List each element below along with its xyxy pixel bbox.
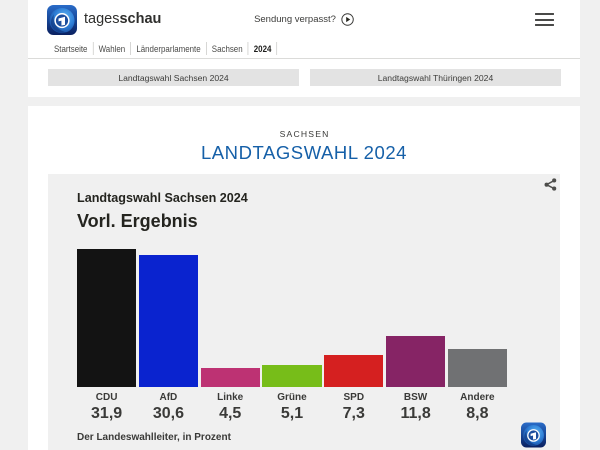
header-divider	[28, 58, 580, 59]
bar-column-Grüne	[262, 365, 322, 387]
breadcrumb-sachsen[interactable]: Sachsen	[211, 43, 243, 54]
bars-row	[77, 240, 507, 387]
bar-label-column-CDU: CDU 31,9	[77, 387, 136, 423]
bar-column-Andere	[447, 349, 507, 387]
breadcrumb-separator	[205, 42, 207, 55]
bar-label-column-Linke: Linke 4,5	[201, 387, 260, 423]
bar-Linke	[200, 367, 260, 387]
bar-name-Andere: Andere	[460, 392, 495, 403]
bar-value-SPD: 7,3	[342, 405, 365, 422]
button-landtagswahl-thueringen[interactable]: Landtagswahl Thüringen 2024	[310, 69, 561, 86]
sendung-verpasst-link[interactable]: Sendung verpasst?	[254, 13, 354, 26]
bar-value-AfD: 30,6	[152, 405, 184, 422]
election-buttons: Landtagswahl Sachsen 2024 Landtagswahl T…	[48, 69, 561, 86]
bar-label-column-Andere: Andere 8,8	[448, 387, 507, 423]
brand-regular: tages	[84, 11, 120, 27]
bar-value-BSW: 11,8	[400, 405, 431, 422]
sendung-verpasst-label: Sendung verpasst?	[254, 13, 336, 25]
page-title: LANDTAGSWAHL 2024	[200, 142, 408, 163]
bar-column-SPD	[324, 355, 384, 387]
main-content-card: SACHSEN LANDTAGSWAHL 2024 Landtagswahl S…	[28, 106, 580, 450]
share-icon[interactable]	[544, 178, 557, 191]
ard-badge-icon	[521, 422, 546, 448]
bar-label-column-SPD: SPD 7,3	[324, 387, 383, 423]
chart-card: Landtagswahl Sachsen 2024 Vorl. Ergebnis…	[48, 174, 560, 450]
labels-row: CDU 31,9 AfD 30,6 Linke 4,5 Grüne 5,1 SPD 7,3 BSW 1…	[77, 387, 507, 423]
bar-value-Linke: 4,5	[219, 405, 242, 422]
bar-name-SPD: SPD	[343, 392, 365, 403]
bar-SPD	[324, 355, 384, 387]
chart-source-note: Der Landeswahlleiter, in Prozent	[77, 431, 231, 443]
chart-subtitle: Vorl. Ergebnis	[77, 210, 198, 231]
brand-bold: schau	[119, 11, 162, 27]
site-header: tagesschau Sendung verpasst? Startseite …	[28, 0, 580, 97]
bar-AfD	[138, 254, 198, 387]
bar-name-Linke: Linke	[217, 392, 244, 403]
bar-name-BSW: BSW	[403, 392, 428, 403]
bar-column-CDU	[77, 249, 137, 387]
bar-value-CDU: 31,9	[91, 405, 123, 422]
play-icon	[341, 13, 354, 26]
bar-name-CDU: CDU	[95, 392, 118, 403]
bar-BSW	[385, 336, 446, 387]
menu-icon[interactable]	[535, 13, 554, 26]
bar-column-Linke	[200, 367, 260, 387]
breadcrumb-wahlen[interactable]: Wahlen	[98, 43, 126, 54]
bar-label-column-AfD: AfD 30,6	[139, 387, 198, 423]
bar-label-column-Grüne: Grüne 5,1	[262, 387, 321, 423]
breadcrumb-separator	[276, 42, 278, 55]
breadcrumb: Startseite Wahlen Länderparlamente Sachs…	[54, 39, 527, 58]
ard-logo-icon[interactable]	[47, 5, 77, 35]
breadcrumb-separator	[247, 42, 249, 55]
kicker-sachsen: SACHSEN	[279, 129, 330, 139]
chart-title: Landtagswahl Sachsen 2024	[77, 191, 248, 205]
bar-label-column-BSW: BSW 11,8	[386, 387, 445, 423]
breadcrumb-laenderparlamente[interactable]: Länderparlamente	[136, 43, 201, 54]
breadcrumb-2024[interactable]: 2024	[253, 43, 272, 54]
brand-row: tagesschau Sendung verpasst?	[28, 0, 580, 39]
bar-value-Grüne: 5,1	[280, 405, 304, 422]
breadcrumb-separator	[92, 42, 94, 55]
bar-column-BSW	[385, 336, 446, 387]
bar-name-AfD: AfD	[159, 392, 178, 403]
bar-Grüne	[262, 365, 322, 387]
breadcrumb-separator	[130, 42, 132, 55]
bar-column-AfD	[138, 254, 198, 387]
button-landtagswahl-sachsen[interactable]: Landtagswahl Sachsen 2024	[48, 69, 299, 86]
breadcrumb-startseite[interactable]: Startseite	[54, 43, 88, 54]
bar-CDU	[77, 249, 137, 387]
bar-Andere	[447, 349, 507, 387]
bar-value-Andere: 8,8	[466, 405, 489, 422]
bar-name-Grüne: Grüne	[277, 392, 307, 403]
brand-wordmark[interactable]: tagesschau	[84, 12, 161, 27]
